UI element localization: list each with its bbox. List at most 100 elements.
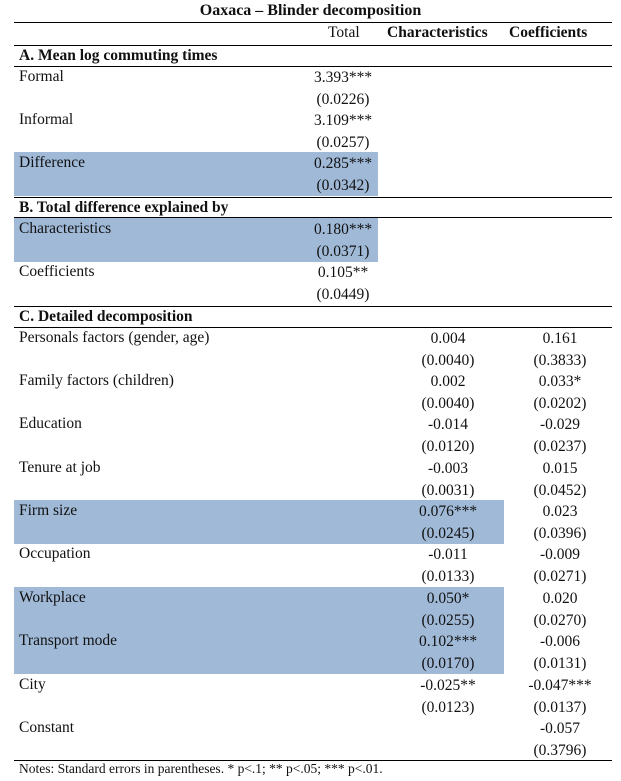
total-cell: 0.105** (0.0449) bbox=[303, 262, 383, 305]
table-row-highlighted: Transport mode 0.102*** (0.0170) -0.006 … bbox=[14, 630, 612, 673]
row-label: Characteristics bbox=[19, 220, 112, 237]
estimate: 0.002 bbox=[430, 373, 466, 390]
table-row: Tenure at job -0.003 (0.0031) 0.015 (0.0… bbox=[14, 457, 612, 500]
standard-error: (0.0170) bbox=[421, 654, 475, 672]
coefficients-cell: -0.047*** (0.0137) bbox=[510, 675, 610, 718]
row-label: Constant bbox=[19, 719, 75, 736]
characteristics-cell: -0.025** (0.0123) bbox=[393, 675, 503, 718]
estimate: -0.047*** bbox=[528, 677, 592, 694]
table-notes: Notes: Standard errors in parentheses. *… bbox=[19, 761, 383, 776]
coefficients-cell: 0.020 (0.0270) bbox=[510, 588, 610, 631]
estimate: 0.161 bbox=[542, 330, 578, 347]
standard-error: (0.0245) bbox=[421, 524, 475, 542]
row-label: Tenure at job bbox=[19, 459, 101, 476]
characteristics-cell: -0.011 (0.0133) bbox=[393, 544, 503, 587]
standard-error: (0.0202) bbox=[533, 394, 587, 412]
characteristics-cell: -0.003 (0.0031) bbox=[393, 458, 503, 501]
table-row: City -0.025** (0.0123) -0.047*** (0.0137… bbox=[14, 674, 612, 717]
panel-a-title: A. Mean log commuting times bbox=[19, 47, 218, 64]
table-row: Formal 3.393*** (0.0226) bbox=[14, 66, 612, 109]
estimate: -0.057 bbox=[539, 720, 581, 737]
estimate: -0.009 bbox=[539, 546, 581, 563]
coefficients-cell: -0.029 (0.0237) bbox=[510, 414, 610, 457]
standard-error: (0.0040) bbox=[421, 394, 475, 412]
table-row: Education -0.014 (0.0120) -0.029 (0.0237… bbox=[14, 413, 612, 456]
estimate: 3.393*** bbox=[313, 69, 373, 86]
bottom-rule bbox=[14, 760, 612, 761]
row-label: Personals factors (gender, age) bbox=[19, 329, 210, 346]
estimate: -0.003 bbox=[427, 460, 469, 477]
row-label: Coefficients bbox=[19, 263, 95, 280]
coefficients-cell: 0.033* (0.0202) bbox=[510, 371, 610, 414]
characteristics-cell: 0.004 (0.0040) bbox=[393, 328, 503, 371]
panel-b-rule bbox=[14, 217, 612, 218]
coefficients-cell: 0.161 (0.3833) bbox=[510, 328, 610, 371]
table-row: Family factors (children) 0.002 (0.0040)… bbox=[14, 370, 612, 413]
standard-error: (0.0040) bbox=[421, 351, 475, 369]
standard-error: (0.0137) bbox=[533, 698, 587, 716]
column-header-characteristics: Characteristics bbox=[387, 24, 488, 41]
estimate: -0.025** bbox=[420, 677, 476, 694]
characteristics-cell: 0.050* (0.0255) bbox=[393, 588, 503, 631]
table-title: Oaxaca – Blinder decomposition bbox=[199, 2, 422, 19]
standard-error: (0.0271) bbox=[533, 567, 587, 585]
column-header-total: Total bbox=[328, 24, 360, 41]
table-row: Personals factors (gender, age) 0.004 (0… bbox=[14, 327, 612, 370]
estimate: -0.029 bbox=[539, 416, 581, 433]
estimate: 0.004 bbox=[430, 330, 466, 347]
standard-error: (0.0237) bbox=[533, 437, 587, 455]
standard-error: (0.0131) bbox=[533, 654, 587, 672]
panel-a-rule bbox=[14, 66, 612, 67]
standard-error: (0.0031) bbox=[421, 481, 475, 499]
table-row-highlighted: Workplace 0.050* (0.0255) 0.020 (0.0270) bbox=[14, 587, 612, 674]
estimate: 0.023 bbox=[542, 503, 578, 520]
panel-c-title: C. Detailed decomposition bbox=[19, 308, 193, 325]
estimate: -0.011 bbox=[428, 546, 468, 563]
standard-error: (0.3833) bbox=[533, 351, 587, 369]
standard-error: (0.0270) bbox=[533, 611, 587, 629]
estimate: 0.020 bbox=[542, 590, 578, 607]
standard-error: (0.0452) bbox=[533, 481, 587, 499]
estimate: 0.102*** bbox=[418, 633, 478, 650]
estimate: 0.050* bbox=[426, 590, 470, 607]
standard-error: (0.0226) bbox=[316, 90, 370, 108]
estimate: 0.180*** bbox=[313, 221, 373, 238]
standard-error: (0.0133) bbox=[421, 567, 475, 585]
row-label: Transport mode bbox=[19, 632, 118, 649]
characteristics-cell: -0.014 (0.0120) bbox=[393, 414, 503, 457]
coefficients-cell: 0.023 (0.0396) bbox=[510, 501, 610, 544]
panel-c-rule bbox=[14, 327, 612, 328]
table-row: Coefficients 0.105** (0.0449) bbox=[14, 261, 612, 304]
panel-b-title: B. Total difference explained by bbox=[19, 199, 229, 216]
row-label: Informal bbox=[19, 111, 74, 128]
standard-error: (0.0257) bbox=[316, 133, 370, 151]
estimate: -0.014 bbox=[427, 416, 469, 433]
row-label: Family factors (children) bbox=[19, 372, 174, 389]
total-cell: 3.393*** (0.0226) bbox=[303, 67, 383, 110]
header-rule bbox=[14, 45, 612, 46]
standard-error: (0.0123) bbox=[421, 698, 475, 716]
standard-error: (0.0449) bbox=[316, 285, 370, 303]
estimate: 0.033* bbox=[538, 373, 582, 390]
characteristics-cell: 0.002 (0.0040) bbox=[393, 371, 503, 414]
row-label: Workplace bbox=[19, 589, 86, 606]
row-label: Education bbox=[19, 415, 82, 432]
estimate: -0.006 bbox=[539, 633, 581, 650]
table-row: Occupation -0.011 (0.0133) -0.009 (0.027… bbox=[14, 543, 612, 586]
table-row-highlighted: Characteristics 0.180*** (0.0371) bbox=[14, 218, 612, 262]
panel-c-top-rule bbox=[14, 306, 612, 307]
row-highlight bbox=[14, 218, 378, 262]
row-label: Formal bbox=[19, 68, 64, 85]
estimate: 0.105** bbox=[317, 264, 369, 281]
row-highlight bbox=[14, 152, 378, 196]
row-label: Difference bbox=[19, 154, 85, 171]
coefficients-cell: -0.009 (0.0271) bbox=[510, 544, 610, 587]
estimate: 0.015 bbox=[542, 460, 578, 477]
top-rule bbox=[14, 22, 612, 23]
column-header-coefficients: Coefficients bbox=[509, 24, 588, 41]
standard-error: (0.0396) bbox=[533, 524, 587, 542]
table-row: Constant -0.057 (0.3796) bbox=[14, 717, 612, 760]
standard-error: (0.3796) bbox=[533, 741, 587, 759]
panel-b-top-rule bbox=[14, 197, 612, 198]
row-label: City bbox=[19, 676, 46, 693]
